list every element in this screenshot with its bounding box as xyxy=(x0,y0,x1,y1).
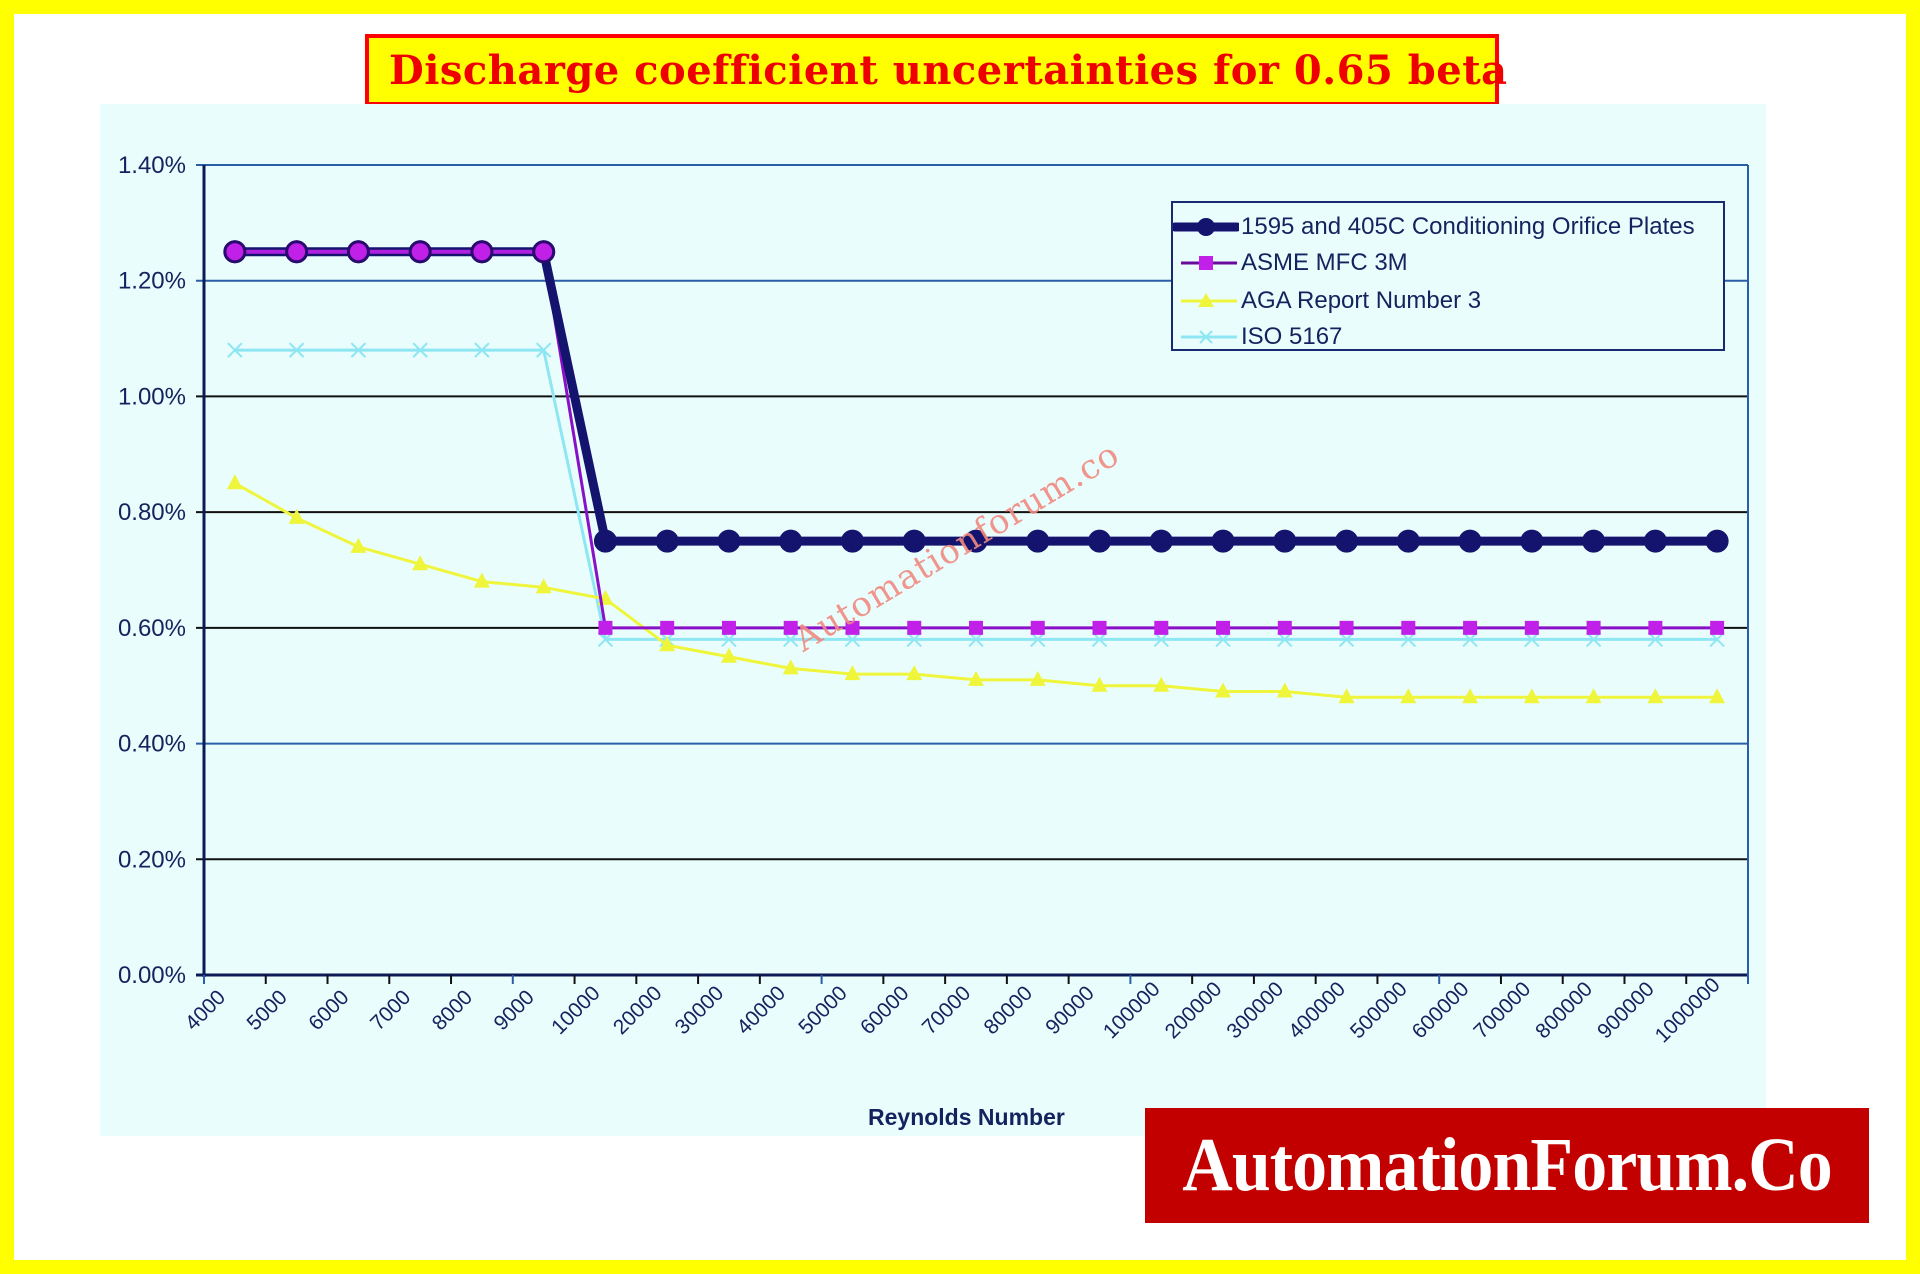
x-tick-label: 6000 xyxy=(304,986,353,1035)
chart-legend: 1595 and 405C Conditioning Orifice Plate… xyxy=(1171,201,1725,351)
x-tick-label: 5000 xyxy=(243,986,292,1035)
y-tick-label: 1.40% xyxy=(118,152,186,179)
overlap-marker xyxy=(223,240,247,264)
x-tick-label: 800000 xyxy=(1531,977,1597,1043)
x-tick-label: 1000000 xyxy=(1651,973,1725,1047)
x-tick-label: 80000 xyxy=(980,982,1038,1040)
x-tick-label: 20000 xyxy=(609,982,667,1040)
circle-marker-icon xyxy=(1173,218,1239,236)
x-tick-label: 700000 xyxy=(1469,977,1535,1043)
y-tick-label: 0.40% xyxy=(118,731,186,758)
x-tick-label: 60000 xyxy=(856,982,914,1040)
y-tick-label: 0.60% xyxy=(118,615,186,642)
y-tick-label: 0.00% xyxy=(118,962,186,989)
x-tick-label: 100000 xyxy=(1099,977,1165,1043)
x-tick-label: 9000 xyxy=(490,986,539,1035)
data-series xyxy=(223,240,1729,704)
x-tick-label: 400000 xyxy=(1284,977,1350,1043)
x-tick-label: 900000 xyxy=(1593,977,1659,1043)
legend-item-aga: AGA Report Number 3 xyxy=(1173,283,1481,319)
x-tick-label: 10000 xyxy=(547,982,605,1040)
overlap-marker xyxy=(346,240,370,264)
x-tick-label: 50000 xyxy=(794,982,852,1040)
x-tick-label: 90000 xyxy=(1041,982,1099,1040)
overlap-marker xyxy=(470,240,494,264)
chart-title: Discharge coefficient uncertainties for … xyxy=(389,46,1508,94)
brand-banner-text: AutomationForum.Co xyxy=(1182,1123,1833,1207)
legend-label: 1595 and 405C Conditioning Orifice Plate… xyxy=(1241,213,1695,240)
y-tick-label: 0.20% xyxy=(118,846,186,873)
x-tick-label: 40000 xyxy=(732,982,790,1040)
x-tick-label: 600000 xyxy=(1408,977,1474,1043)
title-box: Discharge coefficient uncertainties for … xyxy=(365,34,1507,106)
legend-item-iso: ISO 5167 xyxy=(1173,319,1342,355)
x-marker-icon xyxy=(1181,330,1237,344)
legend-label: ASME MFC 3M xyxy=(1241,249,1408,276)
triangle-marker-icon xyxy=(1181,293,1237,307)
x-tick-label: 8000 xyxy=(428,986,477,1035)
y-tick-label: 1.20% xyxy=(118,268,186,295)
overlap-marker xyxy=(285,240,309,264)
x-tick-label: 300000 xyxy=(1222,977,1288,1043)
legend-item-1595: 1595 and 405C Conditioning Orifice Plate… xyxy=(1173,209,1695,245)
y-tick-label: 1.00% xyxy=(118,383,186,410)
series-iso-5167 xyxy=(227,342,1725,648)
x-axis-title: Reynolds Number xyxy=(868,1104,1065,1130)
legend-item-asme: ASME MFC 3M xyxy=(1173,245,1408,281)
series-aga-report-number-3 xyxy=(226,474,1726,704)
x-tick-label: 4000 xyxy=(181,986,230,1035)
axes xyxy=(196,165,1749,977)
x-tick-label: 200000 xyxy=(1161,977,1227,1043)
y-axis-ticks: 0.00% 0.20% 0.40% 0.60% 0.80% 1.00% 1.20% 1.40% xyxy=(118,152,186,989)
x-tick-label: 500000 xyxy=(1346,977,1412,1043)
brand-banner: AutomationForum.Co xyxy=(1145,1108,1869,1223)
x-tick-label: 7000 xyxy=(366,986,415,1035)
overlap-marker xyxy=(408,240,432,264)
legend-label: ISO 5167 xyxy=(1241,323,1343,350)
overlap-marker xyxy=(532,240,556,264)
x-axis-ticks: 4000 5000 6000 7000 8000 9000 10000 20000 30000 4… xyxy=(181,973,1749,1047)
legend-label: AGA Report Number 3 xyxy=(1241,287,1482,314)
square-marker-icon xyxy=(1181,256,1237,270)
y-tick-label: 0.80% xyxy=(118,499,186,526)
x-tick-label: 30000 xyxy=(671,982,729,1040)
x-tick-label: 70000 xyxy=(918,982,976,1040)
